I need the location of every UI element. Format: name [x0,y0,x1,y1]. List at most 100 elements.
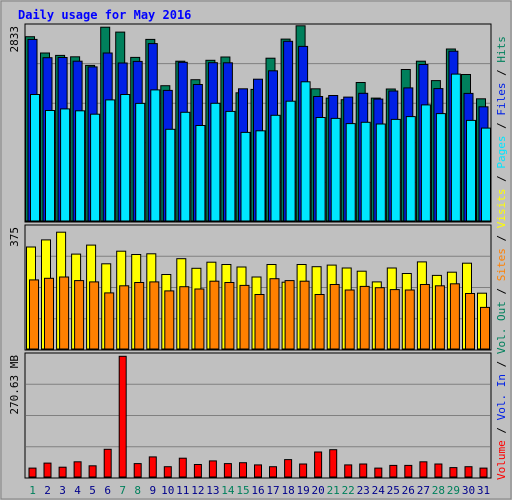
legend-sites: Sites [495,248,508,281]
bar-sites-day-7 [119,285,130,350]
bar-volume-day-8 [133,463,142,478]
bar-pages-day-8 [135,102,146,222]
bar-volume-day-16 [254,464,262,478]
bar-sites-day-20 [314,294,325,350]
bar-pages-day-15 [240,131,251,222]
x-tick-day-17: 17 [266,484,279,497]
bar-volume-day-18 [284,459,293,478]
bar-pages-day-13 [210,102,221,222]
bar-sites-day-22 [344,289,355,350]
bar-volume-day-6 [103,448,112,478]
y-max-label: 2833 [8,26,21,53]
x-tick-day-28: 28 [432,484,445,497]
x-tick-day-22: 22 [342,484,355,497]
bar-volume-day-26 [404,464,413,478]
bar-volume-day-20 [314,451,323,478]
chart-title: Daily usage for May 2016 [18,8,191,22]
legend-volume: Volume [495,440,508,480]
x-tick-day-13: 13 [206,484,219,497]
bar-volume-day-13 [208,460,217,478]
bar-pages-day-17 [270,114,281,222]
bar-volume-day-10 [163,466,172,478]
legend-pages: Pages [495,136,508,169]
side-legend: Volume / Vol. In / Vol. Out / Sites / Vi… [495,36,508,480]
legend-visits: Visits [495,189,508,229]
x-tick-day-19: 19 [296,484,309,497]
bar-volume-day-9 [148,456,157,478]
x-tick-day-31: 31 [477,484,490,497]
bar-pages-day-22 [345,123,356,222]
bar-sites-day-25 [389,289,400,350]
side-legend-text: Volume / Vol. In / Vol. Out / Sites / Vi… [495,36,508,480]
bar-sites-day-29 [449,283,460,350]
bar-sites-day-19 [299,280,310,350]
bar-sites-day-18 [284,280,295,350]
bar-sites-day-30 [465,293,475,350]
bar-sites-day-8 [134,282,145,350]
bar-pages-day-26 [405,116,416,222]
bar-volume-day-1 [28,467,37,478]
bar-pages-day-4 [75,110,86,222]
x-tick-day-29: 29 [447,484,460,497]
bar-pages-day-31 [481,127,491,222]
bar-sites-day-23 [359,285,370,350]
x-tick-day-5: 5 [89,484,96,497]
bar-pages-day-11 [180,111,191,222]
bar-pages-day-10 [165,128,176,222]
x-axis-ticks: 1 2 3 4 5 6 7 8 9 10 11 12 13 14 15 16 17 18 19 20 21 22 23 24 2… [29,484,490,497]
bar-pages-day-6 [105,99,116,222]
legend-vol-out: Vol. Out [495,301,508,354]
x-tick-day-14: 14 [221,484,235,497]
bar-pages-day-30 [466,119,476,222]
x-tick-day-10: 10 [161,484,174,497]
bar-sites-day-27 [419,284,430,350]
bar-sites-day-4 [74,280,85,350]
legend-hits: Hits [495,36,508,63]
bar-pages-day-23 [360,121,371,222]
bar-pages-day-14 [225,110,236,222]
bar-volume-day-24 [374,467,383,478]
x-tick-day-26: 26 [402,484,415,497]
x-tick-day-11: 11 [176,484,189,497]
legend-vol-in: Vol. In [495,374,508,420]
bar-sites-day-28 [434,285,445,350]
x-tick-day-24: 24 [372,484,386,497]
bar-pages-day-3 [60,108,71,222]
y-max-label: 375 [8,227,21,247]
bar-sites-day-13 [209,280,220,350]
bar-volume-day-31 [479,467,488,478]
x-tick-day-12: 12 [191,484,204,497]
bar-sites-day-9 [149,281,160,350]
bar-pages-day-29 [450,73,461,222]
x-tick-day-27: 27 [417,484,430,497]
bar-volume-day-15 [239,462,247,478]
bar-volume-day-30 [464,466,473,478]
x-tick-day-2: 2 [44,484,51,497]
bar-pages-day-12 [195,125,206,222]
bar-volume-day-11 [178,457,187,478]
x-tick-day-3: 3 [59,484,66,497]
bar-pages-day-9 [150,89,161,222]
x-tick-day-16: 16 [251,484,264,497]
bar-sites-day-6 [104,292,115,350]
x-tick-day-25: 25 [387,484,400,497]
bar-pages-day-27 [420,104,431,222]
bar-sites-day-15 [239,284,250,350]
bar-pages-day-19 [300,81,311,222]
bar-sites-day-16 [254,294,265,350]
bar-sites-day-14 [224,282,235,350]
bar-pages-day-21 [330,117,341,222]
bar-sites-day-17 [269,278,280,350]
bar-volume-day-22 [344,464,353,478]
bar-volume-day-17 [269,466,277,478]
bar-volume-day-21 [329,449,338,478]
bar-sites-day-10 [164,290,175,350]
panel-middle: 375 [8,224,492,351]
x-tick-day-7: 7 [119,484,126,497]
x-tick-day-9: 9 [149,484,156,497]
bar-volume-day-3 [58,466,67,478]
legend-files: Files [495,83,508,116]
bar-pages-day-16 [255,130,266,222]
bar-pages-day-20 [315,117,326,222]
